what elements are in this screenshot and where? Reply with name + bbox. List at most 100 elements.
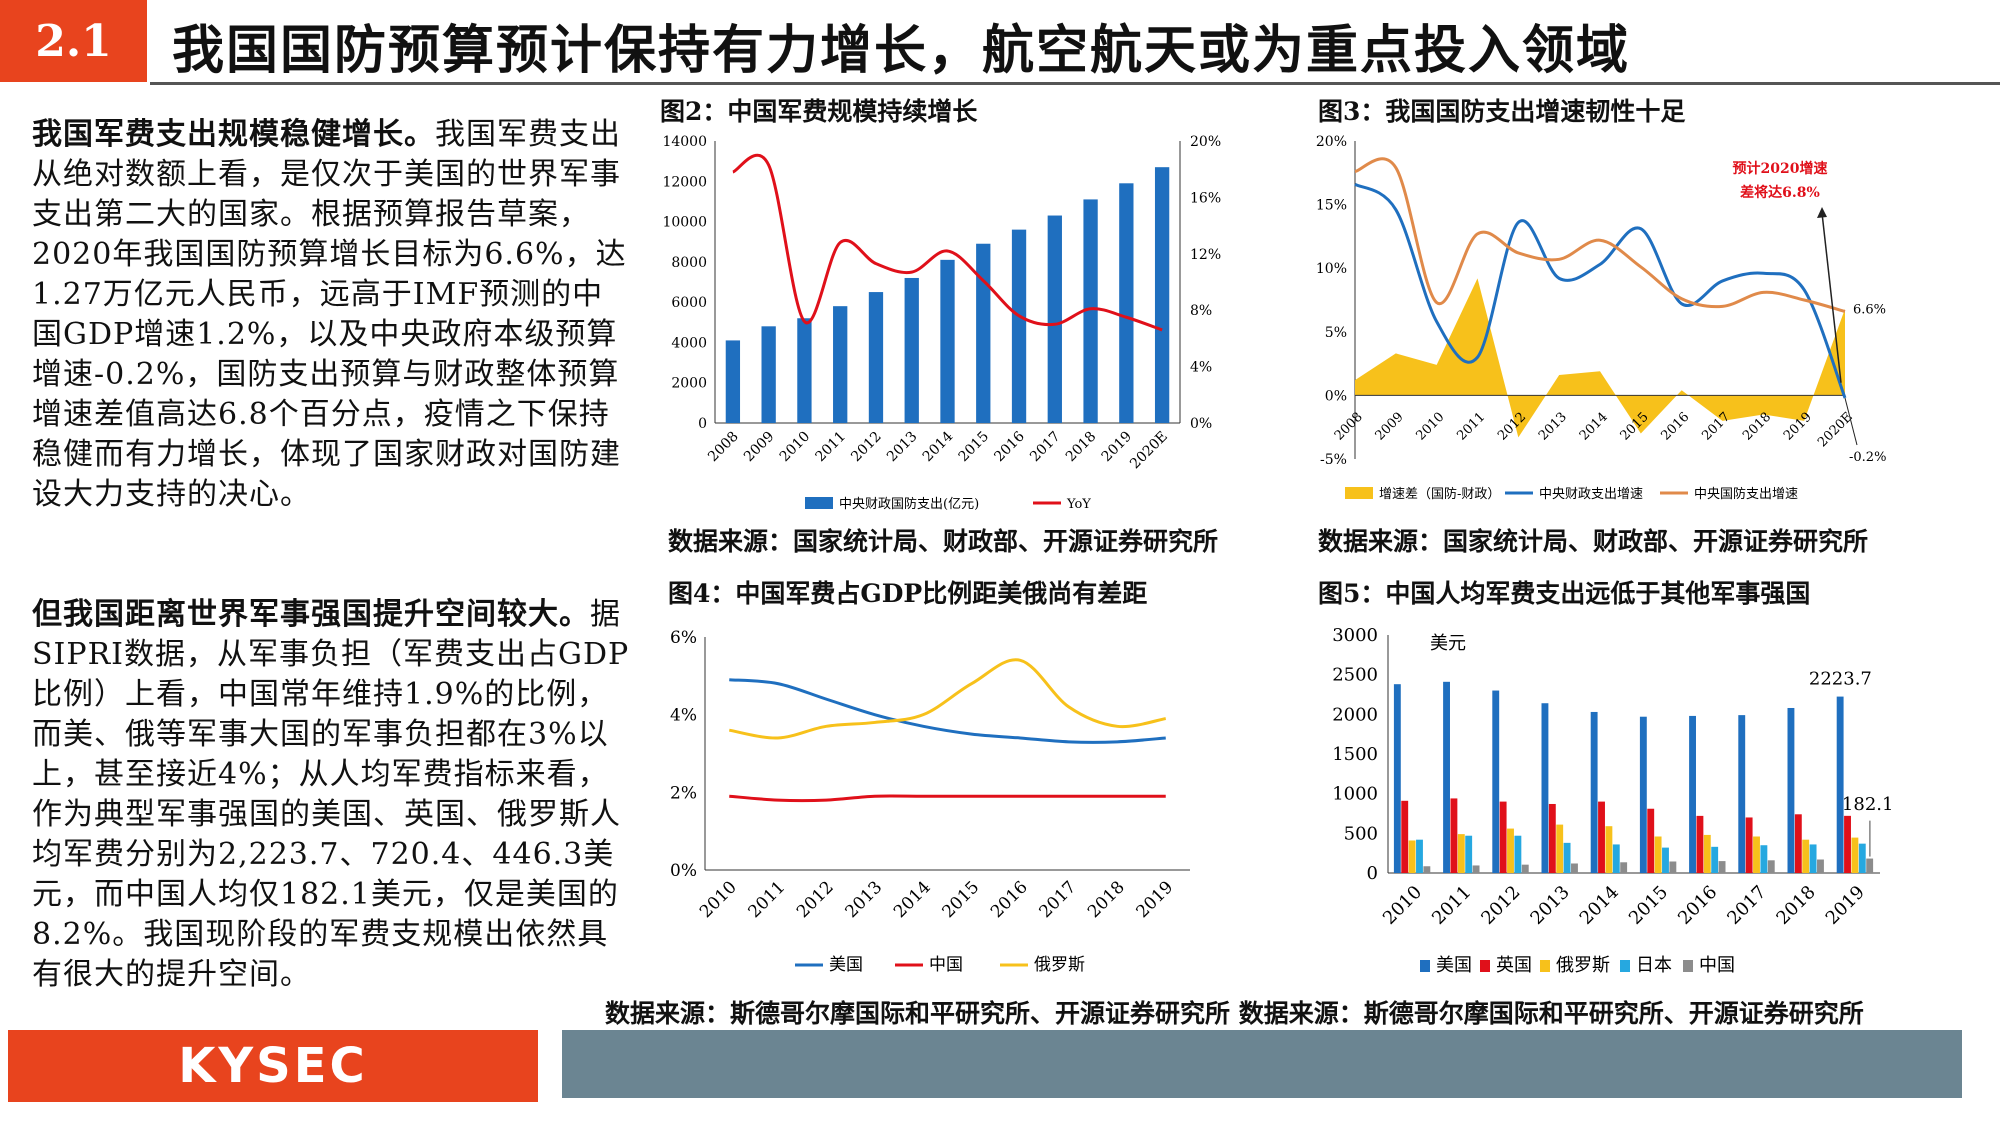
y-tick-label: 0 bbox=[1367, 863, 1378, 884]
bar bbox=[1465, 835, 1473, 873]
line-china bbox=[729, 794, 1166, 803]
y-tick-label: -5% bbox=[1320, 452, 1347, 468]
x-tick-label: 2014 bbox=[890, 877, 935, 922]
y-tick-label: 5% bbox=[1325, 325, 1347, 341]
x-tick-label: 2017 bbox=[1027, 429, 1064, 466]
bar bbox=[1612, 844, 1620, 873]
x-tick-label: 2014 bbox=[1577, 410, 1611, 444]
x-tick-label: 2011 bbox=[745, 877, 790, 922]
y2-tick-label: 4% bbox=[1190, 360, 1212, 376]
bar bbox=[1119, 183, 1134, 423]
x-tick-label: 2012 bbox=[1477, 882, 1524, 929]
x-tick-label: 2016 bbox=[987, 877, 1032, 922]
y-tick-label: 1500 bbox=[1332, 744, 1378, 765]
x-tick-label: 2011 bbox=[1428, 882, 1475, 929]
annotation-line1: 预计2020增速 bbox=[1733, 160, 1828, 177]
section-number: 2.1 bbox=[0, 0, 147, 82]
legend-label: 美国 bbox=[1436, 955, 1472, 976]
bar bbox=[1858, 843, 1866, 873]
bar bbox=[1450, 798, 1458, 873]
paragraph-2-lead: 但我国距离世界军事强国提升空间较大。 bbox=[32, 597, 590, 632]
legend-swatch bbox=[1345, 487, 1373, 499]
paragraph-1-lead: 我国军费支出规模稳健增长。 bbox=[32, 117, 435, 152]
kysec-logo: KYSEC bbox=[8, 1030, 538, 1102]
bar bbox=[1753, 836, 1760, 873]
y-tick-label: 6000 bbox=[671, 295, 707, 311]
legend-label: 美国 bbox=[829, 955, 863, 975]
x-tick-label: 2012 bbox=[848, 429, 885, 466]
source-bottom: 数据来源：斯德哥尔摩国际和平研究所、开源证券研究所 数据来源：斯德哥尔摩国际和平… bbox=[605, 999, 1864, 1028]
y-tick-label: 0% bbox=[670, 861, 697, 881]
x-tick-label: 2018 bbox=[1063, 429, 1100, 466]
annotation-arrow bbox=[1821, 212, 1842, 383]
y-tick-label: 3000 bbox=[1332, 625, 1378, 646]
bar bbox=[725, 340, 741, 423]
x-tick-label: 2008 bbox=[1332, 410, 1366, 444]
line-us bbox=[729, 678, 1166, 744]
x-tick-label: 2012 bbox=[793, 877, 838, 922]
unit-label: 美元 bbox=[1430, 633, 1466, 654]
y-tick-label: 2% bbox=[670, 783, 697, 803]
bar bbox=[976, 243, 991, 423]
paragraph-2: 但我国距离世界军事强国提升空间较大。据SIPRI数据，从军事负担（军费支出占GD… bbox=[32, 595, 632, 995]
bar bbox=[1696, 815, 1704, 873]
x-tick-label: 2015 bbox=[956, 429, 993, 466]
y-tick-label: 1000 bbox=[1332, 784, 1378, 805]
x-tick-label: 2016 bbox=[1658, 410, 1692, 444]
bar bbox=[1639, 716, 1647, 873]
bar bbox=[1703, 834, 1711, 873]
legend-label: 日本 bbox=[1636, 955, 1672, 976]
line-defense bbox=[1354, 157, 1846, 313]
bar bbox=[1689, 715, 1696, 873]
x-tick-label: 2013 bbox=[1536, 410, 1570, 444]
legend-label: 中央财政国防支出(亿元) bbox=[839, 496, 979, 512]
bar bbox=[1851, 837, 1859, 873]
x-tick-label: 2017 bbox=[1036, 877, 1081, 922]
bar bbox=[1514, 835, 1522, 873]
x-tick-label: 2010 bbox=[777, 429, 814, 466]
legend-label: 英国 bbox=[1496, 955, 1532, 976]
bar bbox=[1662, 847, 1669, 873]
data-label-china-2019: 182.1 bbox=[1842, 794, 1894, 815]
y-tick-label: 20% bbox=[1316, 134, 1347, 150]
bar bbox=[761, 326, 776, 423]
bar bbox=[1472, 865, 1480, 873]
page-title: 我国国防预算预计保持有力增长，航空航天或为重点投入领域 bbox=[172, 20, 1631, 81]
y2-tick-label: 16% bbox=[1190, 190, 1221, 206]
legend-label: 俄罗斯 bbox=[1034, 955, 1085, 975]
bar bbox=[1571, 863, 1578, 873]
y-tick-label: 4000 bbox=[671, 335, 707, 351]
y2-tick-label: 8% bbox=[1190, 303, 1212, 319]
bar bbox=[940, 259, 955, 423]
legend-swatch bbox=[1683, 960, 1693, 972]
bar bbox=[1563, 842, 1571, 873]
x-tick-label: 2015 bbox=[939, 877, 984, 922]
area-gap bbox=[1355, 278, 1845, 438]
bar bbox=[1738, 715, 1746, 873]
bar bbox=[1767, 860, 1775, 873]
bar bbox=[797, 318, 812, 423]
x-tick-label: 2013 bbox=[842, 877, 887, 922]
bar bbox=[1711, 846, 1719, 873]
y-tick-label: 4% bbox=[670, 706, 697, 726]
legend-swatch bbox=[1420, 960, 1430, 972]
y-tick-label: 8000 bbox=[671, 255, 707, 271]
y2-tick-label: 20% bbox=[1190, 134, 1221, 150]
bar bbox=[1654, 836, 1662, 873]
bar bbox=[1745, 817, 1753, 873]
y-tick-label: 15% bbox=[1316, 198, 1347, 214]
x-tick-label: 2015 bbox=[1625, 882, 1672, 929]
bar bbox=[1083, 199, 1098, 423]
bar bbox=[1556, 824, 1564, 873]
legend-swatch bbox=[1620, 960, 1630, 972]
line-fiscal bbox=[1354, 182, 1847, 399]
y-tick-label: 2500 bbox=[1332, 665, 1378, 686]
y-tick-label: 0% bbox=[1325, 388, 1347, 404]
legend-swatch bbox=[805, 497, 833, 509]
fig4-title: 图4：中国军费占GDP比例距美俄尚有差距 bbox=[668, 579, 1148, 608]
source-fig2: 数据来源：国家统计局、财政部、开源证券研究所 bbox=[668, 527, 1219, 556]
legend-label: 中国 bbox=[929, 955, 963, 975]
fig5-title: 图5：中国人均军费支出远低于其他军事强国 bbox=[1318, 579, 1811, 608]
bar bbox=[1794, 814, 1802, 873]
label-leader bbox=[1844, 397, 1858, 446]
